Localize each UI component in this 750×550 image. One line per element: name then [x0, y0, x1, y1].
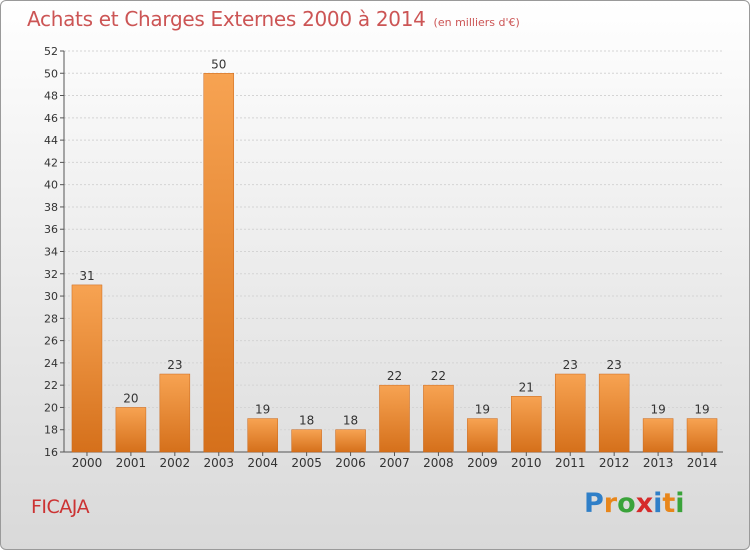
y-tick-label: 22 [44, 379, 58, 392]
logo-letter: i [675, 488, 685, 519]
x-tick-label: 2006 [335, 456, 366, 470]
y-tick-label: 44 [44, 134, 58, 147]
bar [554, 373, 586, 453]
bar [115, 407, 147, 453]
data-label: 18 [299, 414, 314, 428]
y-tick-label: 38 [44, 201, 58, 214]
x-tick-label: 2002 [160, 456, 191, 470]
bar [247, 418, 278, 453]
bar [379, 384, 410, 453]
y-tick-label: 48 [44, 90, 58, 103]
logo-letter: t [662, 488, 676, 519]
data-label: 23 [563, 358, 578, 372]
x-tick-label: 2012 [599, 456, 630, 470]
bar [291, 429, 322, 453]
chart-unit: (en milliers d'€) [433, 16, 520, 29]
data-label: 21 [519, 380, 534, 394]
x-tick-label: 2009 [467, 456, 498, 470]
data-label: 19 [650, 403, 665, 417]
bar [642, 418, 674, 453]
data-label: 22 [431, 369, 446, 383]
y-tick-label: 50 [44, 67, 58, 80]
y-tick-label: 34 [44, 246, 58, 259]
data-label: 22 [387, 369, 402, 383]
y-tick-label: 30 [44, 290, 58, 303]
bar [159, 373, 191, 453]
data-label: 23 [607, 358, 622, 372]
chart-title: Achats et Charges Externes 2000 à 2014 [27, 7, 426, 31]
bar [467, 418, 498, 453]
commune-name: FICAJA [31, 496, 90, 518]
x-tick-label: 2001 [116, 456, 147, 470]
data-label: 20 [123, 391, 138, 405]
bar [686, 418, 718, 453]
x-tick-label: 2004 [247, 456, 278, 470]
data-label: 19 [475, 403, 490, 417]
x-tick-label: 2008 [423, 456, 454, 470]
data-label: 50 [211, 57, 226, 71]
y-tick-label: 20 [44, 401, 58, 414]
data-label: 23 [167, 358, 182, 372]
y-tick-label: 40 [44, 179, 58, 192]
bar [423, 384, 454, 453]
bar [203, 73, 235, 453]
bar [511, 396, 542, 453]
y-tick-label: 36 [44, 223, 58, 236]
data-label: 19 [255, 403, 270, 417]
y-tick-label: 24 [44, 357, 58, 370]
x-tick-label: 2007 [379, 456, 410, 470]
data-label: 19 [694, 403, 709, 417]
x-tick-label: 2010 [511, 456, 542, 470]
y-tick-label: 18 [44, 424, 58, 437]
bars [71, 73, 718, 453]
logo-letter: i [653, 488, 663, 519]
y-tick-label: 32 [44, 268, 58, 281]
x-tick-label: 2000 [72, 456, 103, 470]
x-tick-label: 2014 [687, 456, 718, 470]
y-tick-label: 46 [44, 112, 58, 125]
data-label: 18 [343, 414, 358, 428]
logo-letter: P [584, 488, 604, 519]
proxiti-logo: Proxiti [584, 488, 685, 519]
data-label: 31 [79, 269, 94, 283]
y-tick-label: 52 [44, 45, 58, 58]
x-tick-label: 2003 [203, 456, 234, 470]
bar [598, 373, 630, 453]
bar [71, 284, 103, 453]
y-tick-label: 26 [44, 335, 58, 348]
y-tick-label: 42 [44, 156, 58, 169]
y-tick-label: 28 [44, 312, 58, 325]
x-tick-label: 2005 [291, 456, 322, 470]
y-tick-label: 16 [44, 446, 58, 459]
bar [335, 429, 366, 453]
x-tick-label: 2013 [643, 456, 674, 470]
logo-letter: r [603, 488, 618, 519]
chart-header: Achats et Charges Externes 2000 à 2014 (e… [27, 7, 520, 31]
logo-letter: x [635, 488, 654, 519]
x-tick-label: 2011 [555, 456, 586, 470]
logo-letter: o [617, 488, 636, 519]
labels: 16 18 20 22 24 26 28 30 32 34 36 38 40 42 44 46 48 50 52 31… [44, 45, 717, 470]
